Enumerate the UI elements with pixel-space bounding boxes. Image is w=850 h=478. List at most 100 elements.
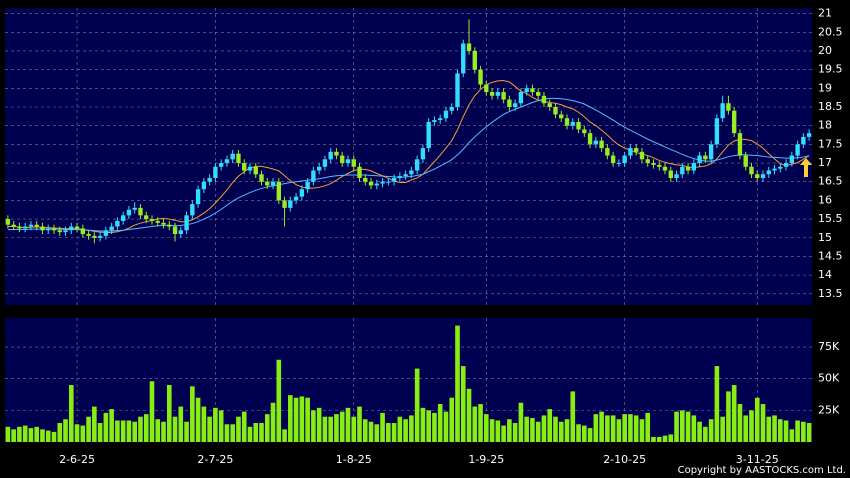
volume-bar bbox=[777, 419, 783, 442]
candle-body bbox=[426, 121, 431, 149]
candle-body bbox=[783, 163, 789, 167]
candle-body bbox=[731, 110, 737, 134]
volume-bar bbox=[57, 423, 63, 442]
volume-bar bbox=[247, 426, 253, 442]
candle-body bbox=[674, 174, 679, 178]
volume-bar bbox=[403, 419, 408, 442]
candle-body bbox=[524, 88, 529, 93]
volume-bar bbox=[293, 397, 299, 442]
candle-body bbox=[276, 181, 281, 201]
candle-body bbox=[501, 92, 506, 100]
candle-body bbox=[703, 155, 708, 160]
volume-bar bbox=[74, 424, 80, 442]
y-tick-label: 15.5 bbox=[818, 212, 843, 225]
volume-bar bbox=[51, 431, 57, 442]
candle-body bbox=[149, 219, 155, 221]
volume-bar bbox=[610, 415, 616, 442]
x-tick-label: 1-9-25 bbox=[468, 453, 504, 466]
candle-body bbox=[397, 176, 403, 178]
candle-body bbox=[720, 103, 725, 119]
volume-bar bbox=[316, 407, 322, 442]
candle-body bbox=[547, 103, 552, 107]
candle-body bbox=[737, 133, 743, 156]
volume-bar bbox=[472, 406, 478, 442]
volume-bar bbox=[443, 411, 449, 442]
candle-body bbox=[472, 50, 477, 70]
volume-bar bbox=[34, 426, 40, 442]
candle-body bbox=[570, 121, 575, 126]
volume-bar bbox=[143, 414, 149, 442]
candle-body bbox=[541, 95, 547, 104]
candle-body bbox=[789, 155, 795, 164]
candle-body bbox=[639, 151, 645, 160]
volume-bar bbox=[708, 419, 714, 442]
y-tick-label: 18 bbox=[818, 119, 832, 132]
volume-bar bbox=[241, 411, 247, 442]
candle-body bbox=[443, 110, 449, 119]
candle-body bbox=[645, 159, 650, 164]
copyright: Copyright by AASTOCKS.com Ltd. bbox=[678, 465, 846, 476]
candle-body bbox=[63, 230, 68, 233]
volume-bar bbox=[86, 416, 91, 442]
candle-body bbox=[253, 166, 258, 175]
volume-bar bbox=[345, 407, 351, 442]
volume-bar bbox=[547, 409, 553, 442]
volume-bar bbox=[397, 416, 403, 442]
candle-body bbox=[466, 43, 472, 51]
volume-bar bbox=[703, 426, 708, 442]
volume-bar bbox=[17, 426, 22, 442]
candle-body bbox=[432, 120, 437, 122]
candle-body bbox=[772, 168, 777, 171]
volume-bar bbox=[495, 420, 501, 442]
volume-bar bbox=[553, 416, 558, 442]
candle-body bbox=[109, 226, 114, 231]
candle-body bbox=[328, 151, 333, 160]
candle-body bbox=[51, 228, 57, 231]
volume-bar bbox=[224, 424, 230, 442]
candle-body bbox=[512, 103, 518, 107]
candle-body bbox=[576, 121, 581, 130]
candle-body bbox=[236, 153, 241, 164]
volume-bar bbox=[253, 423, 259, 442]
candle-body bbox=[17, 226, 22, 229]
candle-body bbox=[28, 224, 34, 227]
volume-bar bbox=[697, 421, 702, 442]
candle-body bbox=[144, 215, 149, 220]
volume-bar bbox=[599, 411, 604, 442]
candle-body bbox=[305, 181, 310, 190]
volume-bar bbox=[63, 419, 68, 442]
candle-body bbox=[530, 88, 535, 93]
volume-bar bbox=[605, 415, 610, 442]
candle-body bbox=[259, 174, 264, 182]
x-tick-label: 2-6-25 bbox=[59, 453, 95, 466]
y-tick-label: 14.5 bbox=[818, 249, 843, 262]
y-tick-label: 19 bbox=[818, 81, 832, 94]
candle-body bbox=[201, 181, 207, 190]
candle-body bbox=[559, 114, 564, 119]
volume-bar bbox=[120, 420, 126, 442]
candle-body bbox=[34, 224, 39, 227]
volume-bar bbox=[391, 423, 397, 442]
volume-bar bbox=[259, 423, 264, 442]
volume-bar bbox=[190, 386, 195, 442]
candle-body bbox=[40, 226, 45, 231]
candle-body bbox=[518, 92, 524, 104]
moving-average-line bbox=[7, 97, 810, 232]
candle-body bbox=[449, 107, 454, 111]
candle-body bbox=[92, 235, 97, 238]
candle-body bbox=[766, 170, 771, 175]
volume-bar bbox=[28, 428, 34, 442]
candle-body bbox=[420, 148, 426, 160]
candle-body bbox=[662, 166, 668, 171]
volume-bar bbox=[161, 421, 166, 442]
candle-body bbox=[115, 220, 120, 227]
candle-body bbox=[564, 118, 570, 126]
volume-bar bbox=[40, 429, 45, 442]
candle-body bbox=[74, 226, 80, 229]
candle-body bbox=[155, 220, 160, 223]
volume-bar bbox=[535, 421, 541, 442]
candle-body bbox=[22, 226, 28, 229]
candle-body bbox=[795, 144, 800, 156]
candle-body bbox=[386, 181, 391, 183]
volume-bar bbox=[749, 410, 754, 442]
